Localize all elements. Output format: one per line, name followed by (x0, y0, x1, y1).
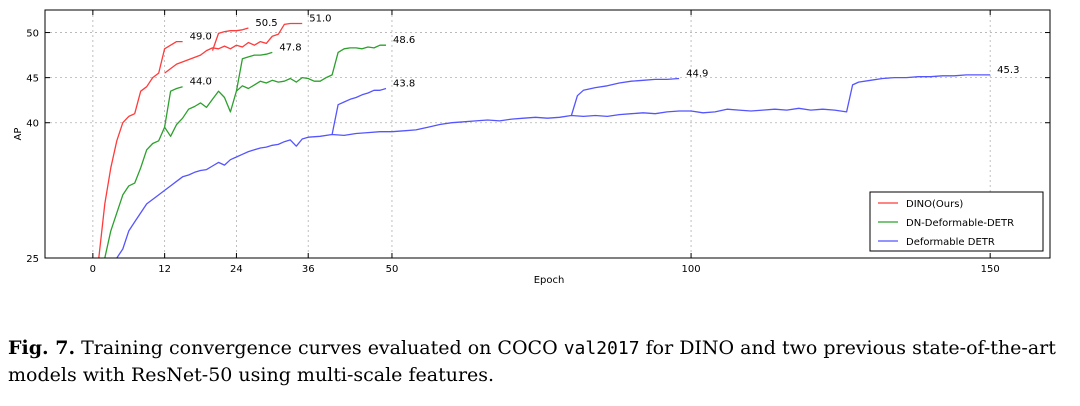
legend-entry-label: DINO(Ours) (906, 199, 963, 210)
y-tick-label: 40 (26, 119, 39, 130)
deformable-detr-line-segment-3 (570, 77, 680, 116)
dino-ours-line-segment-3 (211, 27, 249, 51)
caption-text-after: for DINO and two previous state-of-the-a… (8, 337, 1056, 386)
end-value-label: 48.6 (393, 35, 415, 46)
x-tick-label: 24 (230, 264, 243, 275)
end-value-label: 47.8 (279, 42, 301, 53)
dino-ours-line-segment-2 (164, 22, 303, 74)
end-value-label: 43.8 (393, 78, 415, 89)
convergence-chart: 0 12 24 36 50 100 150 25 40 45 50 49.0 50.5 51.0 44.0… (13, 9, 1051, 286)
legend-box (869, 191, 1044, 252)
legend-entry-label: Deformable DETR (906, 237, 995, 248)
end-value-label: 44.9 (686, 69, 708, 80)
x-tick-label: 12 (158, 264, 171, 275)
caption-text-before: Training convergence curves evaluated on… (75, 337, 564, 359)
dn-deformable-detr-line-segment-3 (235, 51, 273, 92)
y-tick-label: 50 (26, 29, 39, 40)
figure-caption: Fig. 7. Training convergence curves eval… (8, 335, 1074, 389)
deformable-detr-line-segment-1 (116, 74, 991, 258)
dn-deformable-detr-line-segment-2 (163, 86, 183, 128)
end-value-label: 50.5 (255, 18, 277, 29)
x-tick-label: 150 (981, 264, 1000, 275)
y-tick-label: 45 (26, 74, 39, 85)
end-value-label: 51.0 (309, 14, 331, 25)
x-tick-label: 50 (386, 264, 399, 275)
x-tick-label: 36 (302, 264, 315, 275)
x-tick-label: 100 (682, 264, 701, 275)
plot-frame (44, 9, 1051, 259)
y-axis-label: AP (13, 128, 24, 141)
end-value-labels: 49.0 50.5 51.0 44.0 47.8 48.6 43.8 44.9 45.3 (190, 14, 1020, 90)
end-value-label: 45.3 (997, 65, 1019, 76)
deformable-detr-line-segment-2 (331, 87, 387, 135)
dn-deformable-detr-line-segment-1 (104, 44, 386, 258)
x-tick-label: 0 (90, 264, 96, 275)
series-lines (98, 22, 991, 258)
y-tick-label: 25 (26, 254, 39, 265)
legend: DINO(Ours) DN-Deformable-DETR Deformable D… (869, 191, 1044, 252)
x-axis-label: Epoch (534, 275, 565, 286)
caption-dataset-name: val2017 (563, 338, 640, 359)
end-value-label: 44.0 (190, 77, 212, 88)
axis-ticks: 0 12 24 36 50 100 150 25 40 45 50 (26, 10, 1050, 275)
legend-entry-label: DN-Deformable-DETR (906, 218, 1014, 229)
dino-ours-line-segment-1 (98, 40, 183, 258)
caption-label: Fig. 7. (8, 337, 76, 359)
end-value-label: 49.0 (190, 32, 212, 43)
